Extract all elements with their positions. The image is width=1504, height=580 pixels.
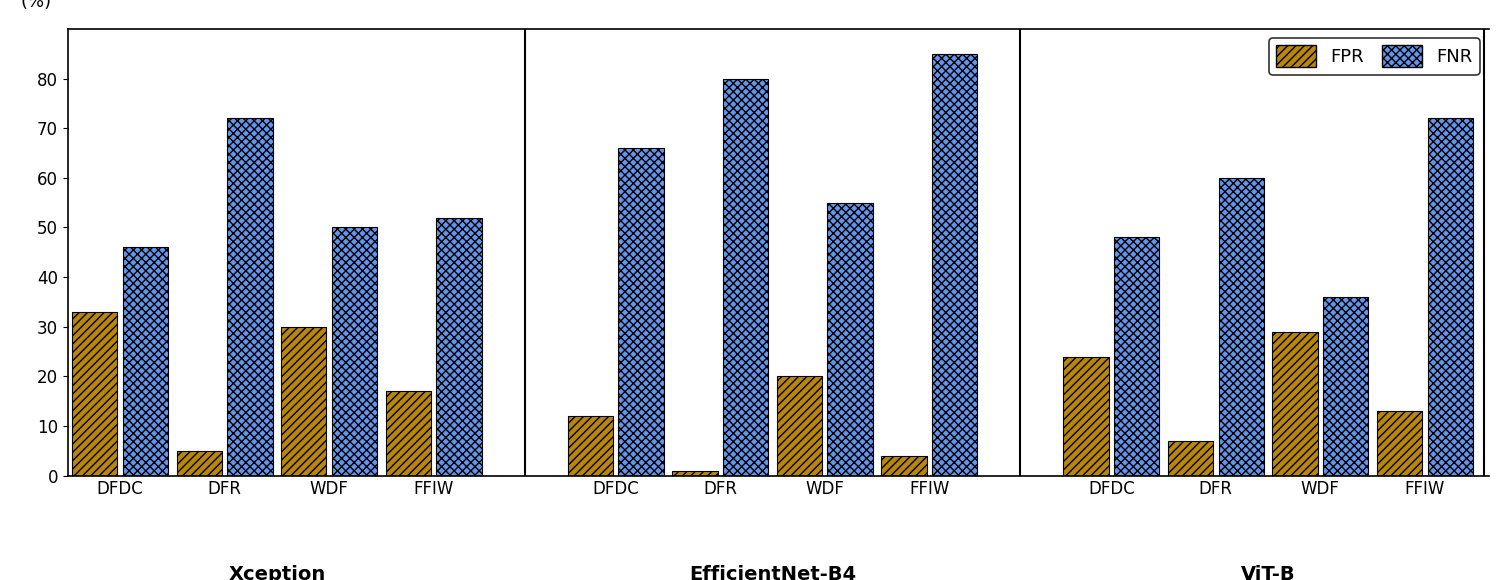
Bar — [1378, 411, 1423, 476]
Bar — [569, 416, 614, 476]
Bar — [881, 456, 926, 476]
Bar — [436, 218, 481, 476]
Y-axis label: (%): (%) — [21, 0, 53, 11]
Text: ViT-B: ViT-B — [1241, 565, 1295, 580]
Bar — [72, 312, 117, 476]
Bar — [1272, 332, 1318, 476]
Bar — [618, 148, 663, 476]
Bar — [227, 118, 272, 476]
Bar — [332, 227, 378, 476]
Bar — [176, 451, 223, 476]
Bar — [123, 247, 168, 476]
Text: Xception: Xception — [229, 565, 325, 580]
Bar — [723, 79, 769, 476]
Bar — [1169, 441, 1214, 476]
Bar — [1218, 178, 1263, 476]
Bar — [281, 327, 326, 476]
Bar — [672, 470, 717, 476]
Bar — [932, 54, 978, 476]
Legend: FPR, FNR: FPR, FNR — [1269, 38, 1480, 74]
Bar — [1427, 118, 1472, 476]
Bar — [1063, 357, 1108, 476]
Bar — [776, 376, 823, 476]
Bar — [385, 392, 432, 476]
Bar — [1324, 297, 1369, 476]
Bar — [1114, 237, 1160, 476]
Bar — [827, 202, 872, 476]
Text: EfficientNet-B4: EfficientNet-B4 — [689, 565, 856, 580]
